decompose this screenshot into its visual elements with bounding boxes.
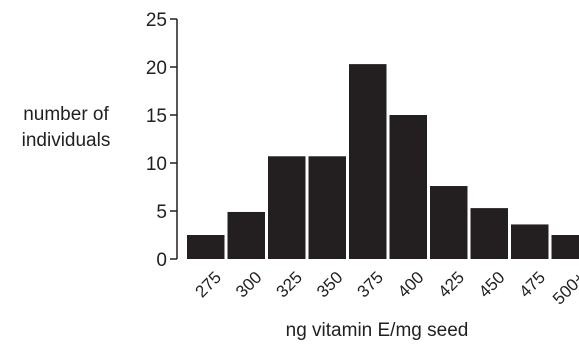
bar-375 <box>349 64 387 260</box>
y-tick-label-20: 20 <box>146 58 167 79</box>
x-tick-label-300: 300 <box>232 268 265 301</box>
x-tick-label-275: 275 <box>192 268 225 301</box>
y-tick-label-0: 0 <box>156 250 167 271</box>
bar-350 <box>308 156 346 259</box>
y-tick-label-5: 5 <box>156 202 167 223</box>
y-tick-label-10: 10 <box>146 154 167 175</box>
x-tick-label-475: 475 <box>516 268 549 301</box>
bars-group <box>187 64 579 260</box>
bar-475 <box>511 224 549 259</box>
y-axis-label-line-1: number of <box>23 104 109 125</box>
bar-400 <box>389 115 427 259</box>
bar-450 <box>470 208 508 259</box>
bar-500+ <box>551 235 579 259</box>
y-axis-label-line-2: individuals <box>21 130 111 151</box>
x-tick-label-425: 425 <box>435 268 468 301</box>
x-tick-labels: 275 300 325 350 375 400 425 450 475 500+ <box>192 268 579 309</box>
bar-300 <box>227 211 265 259</box>
x-tick-label-400: 400 <box>394 268 427 301</box>
x-tick-label-350: 350 <box>313 268 346 301</box>
y-axis: 0 5 10 15 20 25 <box>146 10 178 271</box>
x-axis-label: ng vitamin E/mg seed <box>286 320 469 341</box>
bar-325 <box>268 156 306 259</box>
x-tick-label-375: 375 <box>354 268 387 301</box>
x-tick-label-450: 450 <box>475 268 508 301</box>
bar-275 <box>187 235 225 259</box>
bar-425 <box>430 186 468 259</box>
y-tick-label-15: 15 <box>146 106 167 127</box>
x-tick-label-325: 325 <box>273 268 306 301</box>
y-tick-label-25: 25 <box>146 10 167 31</box>
x-tick-label-500+: 500+ <box>549 268 579 309</box>
y-axis-label: number of individuals <box>0 102 132 154</box>
